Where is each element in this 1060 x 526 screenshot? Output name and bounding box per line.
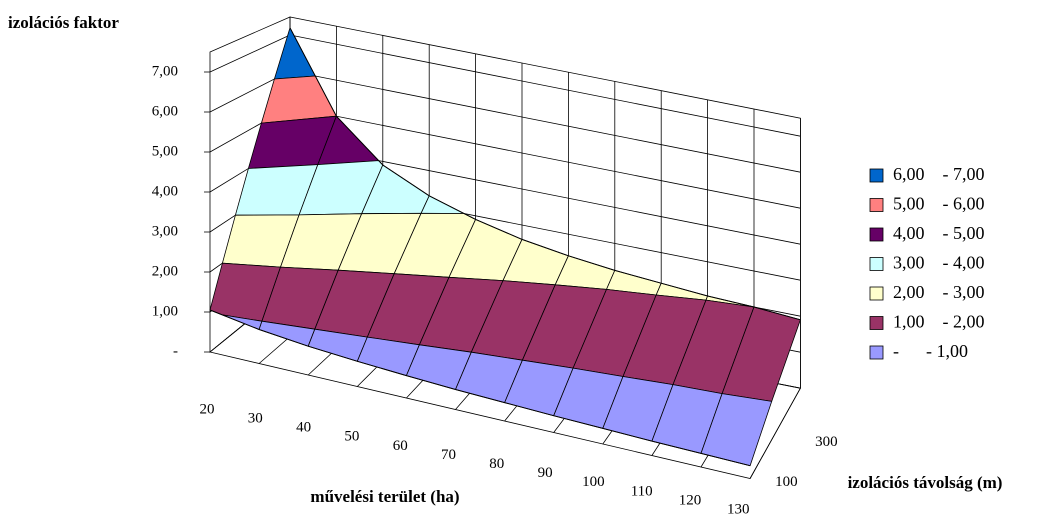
grid-line [289,34,801,137]
grid-line [289,106,801,209]
x-tick-label: 50 [344,429,359,445]
depth-tick-label: 300 [815,434,838,450]
legend-label: 6,00 - 7,00 [893,164,985,184]
x-tick-label: 70 [441,447,456,463]
y-tick-label: 2,00 [152,263,178,279]
legend-label: 4,00 - 5,00 [893,223,985,243]
y-tick-label: - [173,343,178,359]
x-tick-label: 130 [727,502,750,518]
grid-line [209,34,291,73]
legend-swatch [869,168,884,183]
legend-label: 2,00 - 3,00 [893,282,985,302]
legend-swatch [869,345,884,360]
y-tick-label: 4,00 [152,183,178,199]
y-tick-label: 1,00 [152,303,178,319]
y-tick-label: 7,00 [152,63,178,79]
x-tick-label: 90 [538,465,553,481]
x-tick-label: 40 [296,420,311,436]
legend-swatch [869,257,884,271]
x-tick-label: 60 [393,438,408,454]
x-tick-label: 120 [679,492,702,508]
y-axis-title: izolációs faktor [8,13,119,32]
x-tick-label: 30 [248,411,263,427]
y-tick-label: 3,00 [152,223,178,239]
y-tick-label: 6,00 [152,103,178,119]
legend-swatch [869,227,884,242]
surface-edge [289,27,801,321]
legend-label: 3,00 - 4,00 [893,253,985,273]
x-tick-label: 80 [489,456,504,472]
grid-line [289,70,801,173]
floor-line [749,388,801,479]
legend-swatch [869,286,884,301]
x-tick-label: 100 [582,474,605,490]
y-tick-label: 5,00 [152,143,178,159]
depth-axis-title: izolációs távolság (m) [847,473,1003,492]
surface-edge [209,309,751,467]
legend-label: 1,00 - 2,00 [893,312,985,332]
legend-swatch [869,198,884,212]
legend-swatch [869,316,884,330]
depth-tick-label: 100 [775,474,798,490]
x-tick-label: 20 [200,401,215,417]
legend-label: - - 1,00 [893,341,968,361]
x-axis-title: művelési terület (ha) [310,487,459,506]
legend-label: 5,00 - 6,00 [893,194,985,214]
x-tick-label: 110 [631,483,653,499]
